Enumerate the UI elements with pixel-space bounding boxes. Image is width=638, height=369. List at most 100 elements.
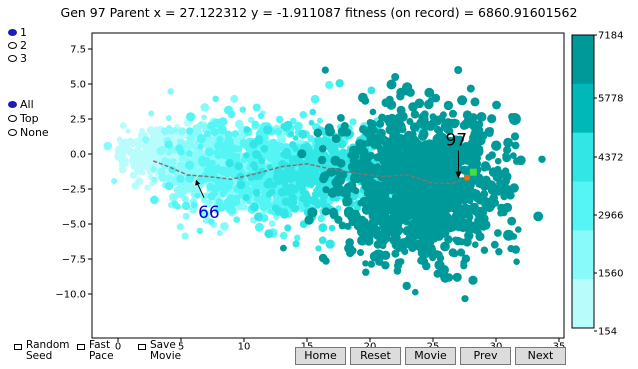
radio-option-3[interactable]: 3 xyxy=(8,52,27,65)
data-point xyxy=(381,198,389,205)
data-point xyxy=(480,246,489,254)
data-point xyxy=(200,197,207,204)
radio-button-icon[interactable] xyxy=(8,101,17,108)
data-point xyxy=(507,216,517,226)
radio-option-top[interactable]: Top xyxy=(8,112,39,125)
data-point xyxy=(357,249,364,256)
radio-option-none[interactable]: None xyxy=(8,126,49,139)
data-point xyxy=(177,148,185,156)
prev-button[interactable]: Prev xyxy=(460,347,511,365)
data-point xyxy=(224,130,233,139)
data-point xyxy=(437,265,445,272)
data-point xyxy=(185,139,192,146)
data-point xyxy=(159,145,167,153)
data-point xyxy=(489,193,498,203)
data-point xyxy=(437,147,444,154)
data-point xyxy=(325,239,335,249)
checkbox-icon[interactable] xyxy=(14,344,22,350)
data-point xyxy=(182,212,190,220)
checkbox-label: Seed xyxy=(26,350,53,362)
data-point xyxy=(321,207,330,216)
data-point xyxy=(131,150,137,156)
data-point xyxy=(224,105,233,115)
data-point xyxy=(370,200,378,208)
data-point xyxy=(481,165,488,172)
data-point xyxy=(373,181,380,188)
data-point xyxy=(459,225,467,233)
fast-pace-checkbox[interactable]: Fast Pace xyxy=(77,340,114,362)
save-movie-checkbox[interactable]: Save Movie xyxy=(138,340,181,362)
data-point xyxy=(479,196,489,206)
data-point xyxy=(185,160,195,170)
data-point xyxy=(448,248,458,257)
radio-label: 3 xyxy=(20,52,27,65)
radio-button-icon[interactable] xyxy=(8,29,17,36)
data-point xyxy=(170,135,179,144)
home-button[interactable]: Home xyxy=(295,347,346,365)
radio-option-2[interactable]: 2 xyxy=(8,39,27,52)
checkbox-icon[interactable] xyxy=(138,344,146,350)
data-point xyxy=(292,145,299,152)
x-tick-label: 15 xyxy=(301,341,314,352)
data-point xyxy=(200,103,210,112)
data-point xyxy=(164,181,174,191)
data-point xyxy=(396,92,405,101)
data-point xyxy=(328,224,336,232)
radio-button-icon[interactable] xyxy=(8,55,17,62)
data-point xyxy=(176,174,185,183)
x-tick-label: 0 xyxy=(115,341,121,352)
data-point xyxy=(231,130,239,138)
data-point xyxy=(299,111,308,119)
data-point xyxy=(260,144,269,153)
data-point xyxy=(373,232,382,240)
data-point xyxy=(148,110,155,117)
data-point xyxy=(227,201,234,208)
data-point xyxy=(349,118,357,126)
radio-button-icon[interactable] xyxy=(8,129,17,136)
radio-button-icon[interactable] xyxy=(8,115,17,122)
radio-button-icon[interactable] xyxy=(8,42,17,49)
data-point xyxy=(494,229,502,237)
data-point xyxy=(277,134,286,144)
data-point xyxy=(268,220,276,227)
y-tick-label: 5.0 xyxy=(70,80,86,91)
reset-button[interactable]: Reset xyxy=(350,347,401,365)
data-point xyxy=(509,152,517,160)
checkbox-icon[interactable] xyxy=(77,344,85,350)
data-point xyxy=(382,143,390,150)
data-point xyxy=(150,141,158,149)
radio-option-all[interactable]: All xyxy=(8,98,34,111)
data-point xyxy=(487,114,497,124)
random-seed-checkbox[interactable]: Random Seed xyxy=(14,340,69,362)
data-point xyxy=(172,127,178,133)
data-point xyxy=(376,128,386,138)
colorbar-tick-label: 7184 xyxy=(598,31,623,42)
radio-option-1[interactable]: 1 xyxy=(8,26,27,39)
data-point xyxy=(459,177,466,185)
data-point xyxy=(119,149,127,156)
movie-button[interactable]: Movie xyxy=(405,347,456,365)
data-point xyxy=(283,186,293,196)
data-point xyxy=(361,127,370,136)
radio-label: 1 xyxy=(20,26,27,39)
data-point xyxy=(215,203,224,212)
data-point xyxy=(284,224,292,232)
data-point xyxy=(418,114,429,125)
next-button[interactable]: Next xyxy=(515,347,566,365)
data-point xyxy=(397,185,405,193)
data-point xyxy=(475,178,485,188)
data-point xyxy=(511,245,520,254)
data-point xyxy=(446,190,454,197)
data-point xyxy=(294,234,301,241)
colorbar-tick-label: 2966 xyxy=(598,211,623,222)
data-point xyxy=(164,140,173,149)
data-point xyxy=(372,139,381,149)
data-point xyxy=(391,249,400,258)
radio-label: All xyxy=(20,98,34,111)
data-point xyxy=(495,248,503,256)
data-point xyxy=(186,112,196,122)
data-point xyxy=(409,198,420,209)
data-point xyxy=(357,235,368,246)
data-point xyxy=(511,141,520,150)
